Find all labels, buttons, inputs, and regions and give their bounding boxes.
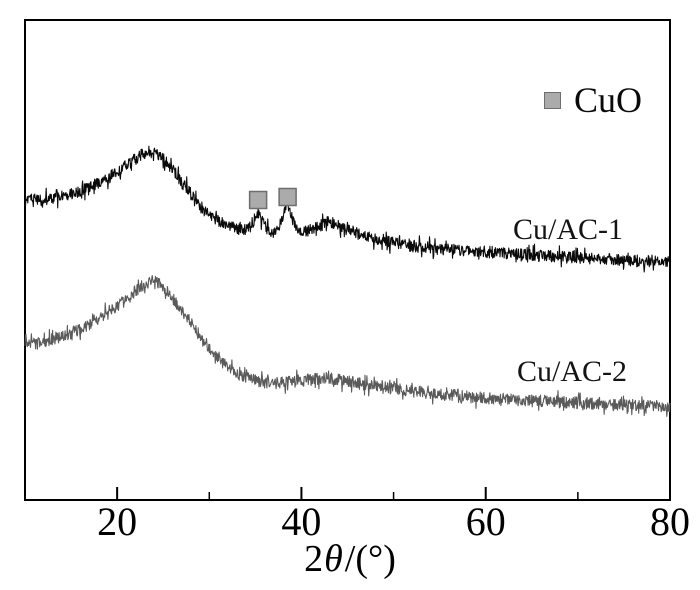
curve-cu-ac-1	[24, 145, 671, 273]
x-axis-title-theta: θ	[324, 538, 343, 580]
x-axis-title-post: /(°)	[344, 538, 396, 580]
x-tick-label-40: 40	[281, 499, 322, 544]
cuo-peak-marker-1	[248, 190, 268, 210]
legend-label: CuO	[574, 80, 643, 120]
series-label-cu-ac-1: Cu/AC-1	[512, 213, 624, 246]
x-tick-label-20: 20	[97, 499, 138, 544]
curve-cu-ac-2	[24, 275, 671, 417]
cuo-peak-marker-2	[278, 187, 297, 207]
x-axis-title-pre: 2	[304, 538, 324, 580]
legend: CuO	[544, 81, 642, 119]
x-tick-label-80: 80	[650, 499, 690, 544]
x-tick-label-60: 60	[465, 499, 506, 544]
series-label-cu-ac-2: Cu/AC-2	[516, 355, 628, 388]
x-axis-title: 2θ/(°)	[304, 540, 396, 578]
cuo-legend-swatch-icon	[544, 91, 561, 109]
